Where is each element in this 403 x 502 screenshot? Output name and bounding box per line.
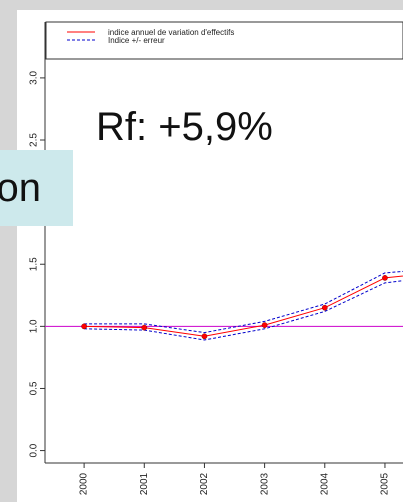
data-point-2003 xyxy=(261,322,268,328)
x-tick-label: 2003 xyxy=(259,472,270,495)
legend-label-index: indice annuel de variation d'effectifs xyxy=(108,28,234,37)
x-tick-label: 2002 xyxy=(199,472,210,495)
x-tick-label: 2001 xyxy=(139,472,150,495)
y-tick-label: 2.5 xyxy=(29,133,40,147)
rf-annotation: Rf: +5,9% xyxy=(96,105,273,149)
data-point-2002 xyxy=(201,333,208,340)
data-point-2005 xyxy=(382,275,388,281)
chart-svg: 0.00.51.01.52.02.53.0 200020012002200320… xyxy=(29,21,403,495)
y-tick-label: 0.5 xyxy=(29,381,40,395)
y-tick-label: 0.0 xyxy=(29,443,40,457)
legend-box xyxy=(45,21,403,60)
legend-label-error: Indice +/- erreur xyxy=(108,36,165,45)
series-error-upper xyxy=(84,270,403,334)
data-point-2001 xyxy=(141,324,148,331)
series-error-lower xyxy=(84,280,403,341)
cropped-overlay-box: on xyxy=(0,150,73,226)
y-tick-label: 1.5 xyxy=(29,257,40,271)
data-point-2004 xyxy=(321,304,328,311)
x-tick-label: 2000 xyxy=(79,472,90,495)
cropped-overlay-text: on xyxy=(0,166,41,210)
plot-panel: 0.00.51.01.52.02.53.0 200020012002200320… xyxy=(17,10,403,502)
data-point-2000 xyxy=(81,323,87,330)
y-tick-label: 3.0 xyxy=(29,71,40,85)
y-tick-label: 1.0 xyxy=(29,319,40,333)
x-tick-label: 2004 xyxy=(319,472,330,495)
x-tick-label: 2005 xyxy=(380,472,391,495)
